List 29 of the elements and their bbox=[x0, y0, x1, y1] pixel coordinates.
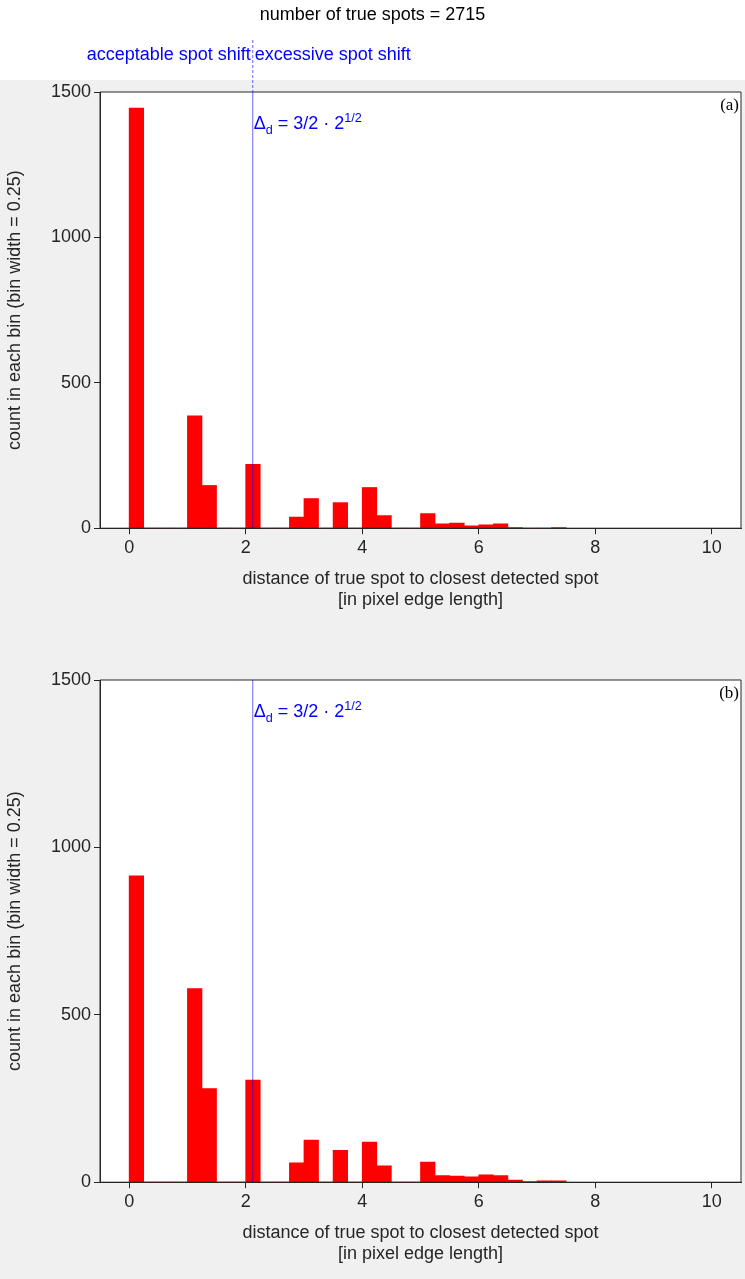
x-tick-label: 6 bbox=[473, 1190, 484, 1211]
x-axis-title: distance of true spot to closest detected spot [in pixel edge length] bbox=[242, 567, 599, 610]
x-tick-label: 8 bbox=[590, 1190, 601, 1211]
chart-title: number of true spots = 2715 bbox=[259, 4, 486, 24]
text: acceptable spot shift bbox=[86, 44, 251, 64]
y-axis-title: count in each bin (bin width = 0.25) bbox=[3, 791, 24, 1071]
y-tick-label: 1500 bbox=[50, 668, 91, 689]
y-tick-label: 1000 bbox=[50, 836, 91, 857]
x-tick-label: 2 bbox=[240, 536, 251, 557]
annotation: (b) bbox=[719, 683, 739, 702]
y-tick-label: 500 bbox=[60, 1003, 91, 1024]
x-tick-label: 4 bbox=[357, 536, 368, 557]
x-tick-label: 10 bbox=[701, 536, 722, 557]
y-tick-label: 0 bbox=[80, 1171, 91, 1192]
x-tick-label: 2 bbox=[240, 1190, 251, 1211]
x-tick-label: 4 bbox=[357, 1190, 368, 1211]
x-tick-label: 8 bbox=[590, 536, 601, 557]
text: excessive spot shift bbox=[254, 44, 411, 64]
y-tick-label: 1000 bbox=[50, 226, 91, 247]
y-axis-title: count in each bin (bin width = 0.25) bbox=[3, 170, 24, 450]
x-tick-label: 0 bbox=[124, 536, 135, 557]
x-tick-label: 10 bbox=[701, 1190, 722, 1211]
y-tick-label: 0 bbox=[80, 517, 91, 538]
x-tick-label: 6 bbox=[473, 536, 484, 557]
y-tick-label: 1500 bbox=[50, 80, 91, 101]
annotation: (a) bbox=[720, 95, 739, 114]
y-tick-label: 500 bbox=[60, 371, 91, 392]
x-axis-title: distance of true spot to closest detected spot [in pixel edge length] bbox=[242, 1221, 599, 1264]
x-tick-label: 0 bbox=[124, 1190, 135, 1211]
